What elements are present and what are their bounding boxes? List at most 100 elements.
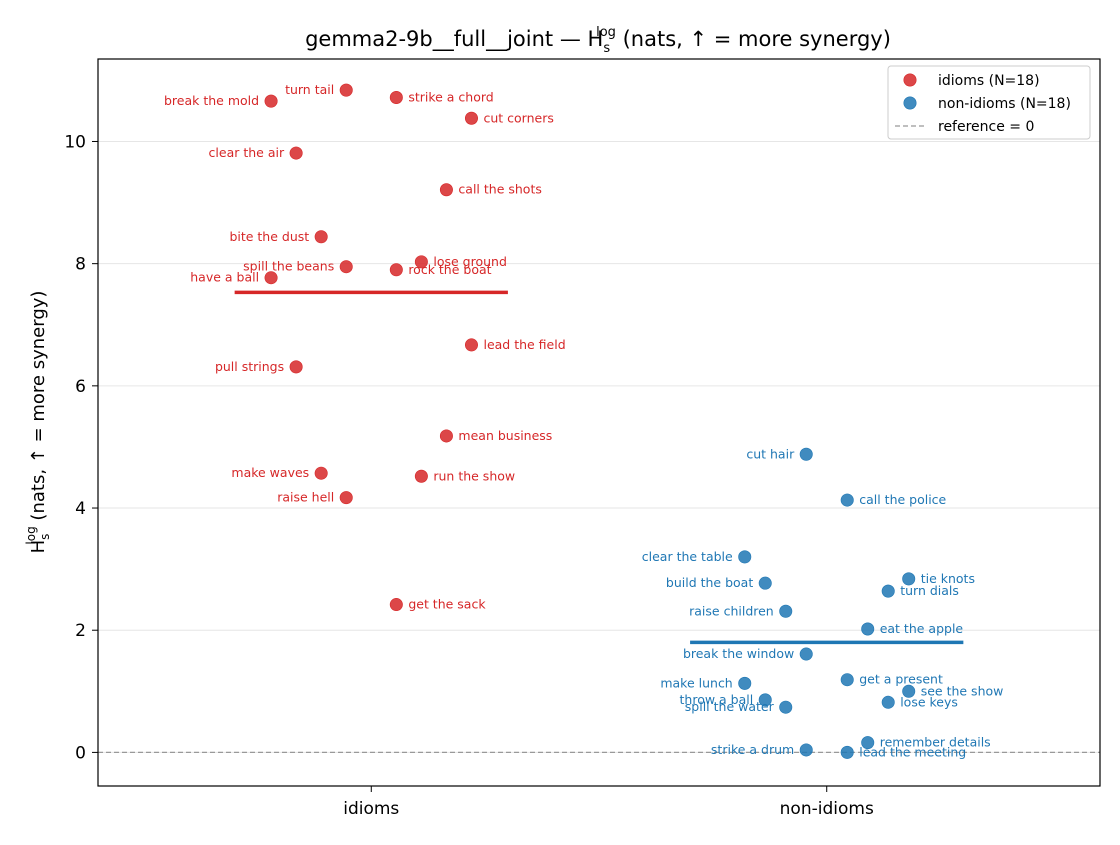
point-label: turn dials (900, 583, 959, 598)
data-point (414, 255, 428, 269)
chart-title-main: gemma2-9b__full__joint — H (305, 27, 603, 52)
point-label: raise children (689, 603, 774, 618)
y-tick-label: 2 (75, 621, 86, 641)
data-point (339, 83, 353, 97)
y-tick-label: 10 (64, 132, 86, 152)
mean-bars-layer (234, 290, 964, 645)
data-point (339, 260, 353, 274)
point-label: see the show (921, 683, 1004, 698)
point-label: lose keys (900, 694, 958, 709)
data-point (799, 447, 813, 461)
data-point (738, 676, 752, 690)
point-label: lead the field (483, 337, 565, 352)
point-label: spill the water (685, 699, 775, 714)
y-tick-label: 4 (75, 499, 86, 519)
chart-title-suffix: (nats, ↑ = more synergy) (616, 27, 891, 51)
data-point (289, 360, 303, 374)
legend-label: non-idioms (N=18) (938, 96, 1071, 112)
legend-marker (903, 96, 917, 110)
data-point (414, 469, 428, 483)
point-label: break the mold (164, 93, 259, 108)
data-point (758, 576, 772, 590)
data-point (264, 271, 278, 285)
data-point (840, 745, 854, 759)
data-point (861, 622, 875, 636)
data-point (799, 743, 813, 757)
y-tick-label: 8 (75, 255, 86, 275)
point-label: throw a ball (680, 692, 754, 707)
legend: idioms (N=18) non-idioms (N=18) reference … (887, 65, 1091, 140)
data-point (439, 183, 453, 197)
point-label: run the show (433, 468, 515, 483)
data-point (902, 684, 916, 698)
point-label: lose ground (433, 254, 507, 269)
point-label: strike a drum (711, 742, 794, 757)
point-label: make waves (231, 465, 309, 480)
data-point (799, 647, 813, 661)
point-label: strike a chord (408, 89, 493, 104)
point-label: get the sack (408, 597, 486, 612)
y-axis-label-main: H (28, 540, 49, 554)
y-axis-label: Hslog (nats, ↑ = more synergy) (24, 291, 52, 554)
legend-label: idioms (N=18) (938, 73, 1040, 89)
data-point (758, 693, 772, 707)
data-point (314, 230, 328, 244)
data-point (840, 493, 854, 507)
data-point (339, 491, 353, 505)
point-label: pull strings (215, 359, 284, 374)
chart-title-sup: log (596, 25, 616, 40)
data-point (464, 338, 478, 352)
data-point (314, 466, 328, 480)
point-label: turn tail (285, 82, 334, 97)
data-point (738, 550, 752, 564)
point-label: mean business (458, 428, 552, 443)
x-tick-label: idioms (343, 799, 399, 819)
y-axis-label-suffix: (nats, ↑ = more synergy) (28, 291, 49, 527)
points-layer (264, 83, 916, 759)
point-label: clear the air (209, 145, 285, 160)
axes-layer: 0 2 4 6 8 10 idioms non-idioms (64, 58, 1101, 819)
legend-marker (903, 73, 917, 87)
data-point (289, 146, 303, 160)
legend-box (887, 65, 1091, 140)
data-point (881, 584, 895, 598)
point-label: clear the table (642, 549, 733, 564)
x-tick-label: non-idioms (780, 799, 874, 819)
point-label: rock the boat (408, 262, 491, 277)
point-label: build the boat (666, 575, 753, 590)
data-point (861, 736, 875, 750)
data-point (840, 673, 854, 687)
point-label: raise hell (277, 490, 334, 505)
data-point (389, 263, 403, 277)
point-label: call the shots (458, 182, 541, 197)
data-point (264, 94, 278, 108)
point-label: cut hair (746, 446, 795, 461)
data-point (779, 700, 793, 714)
y-axis-label-sub: s (38, 534, 52, 540)
point-label: remember details (880, 735, 991, 750)
point-label: spill the beans (243, 259, 334, 274)
point-label: call the police (859, 492, 946, 507)
data-point (439, 429, 453, 443)
data-point (881, 695, 895, 709)
chart-title: gemma2-9b__full__joint — Hslog (nats, ↑ … (305, 25, 891, 56)
data-point (902, 572, 916, 586)
y-tick-label: 0 (75, 743, 86, 763)
legend-label: reference = 0 (938, 119, 1034, 135)
legend-entries: idioms (N=18) non-idioms (N=18) reference … (895, 73, 1071, 135)
point-label: make lunch (660, 675, 732, 690)
data-point (389, 90, 403, 104)
point-labels-layer: break the mold turn tail strike a chord cut… (164, 82, 1003, 759)
point-label: break the window (683, 646, 794, 661)
data-point (389, 598, 403, 612)
data-point (464, 111, 478, 125)
point-label: eat the apple (880, 621, 964, 636)
point-label: cut corners (483, 110, 553, 125)
point-label: get a present (859, 672, 943, 687)
plot-frame (97, 58, 1101, 787)
point-label: bite the dust (229, 229, 309, 244)
y-tick-label: 6 (75, 377, 86, 397)
point-label: have a ball (190, 270, 259, 285)
